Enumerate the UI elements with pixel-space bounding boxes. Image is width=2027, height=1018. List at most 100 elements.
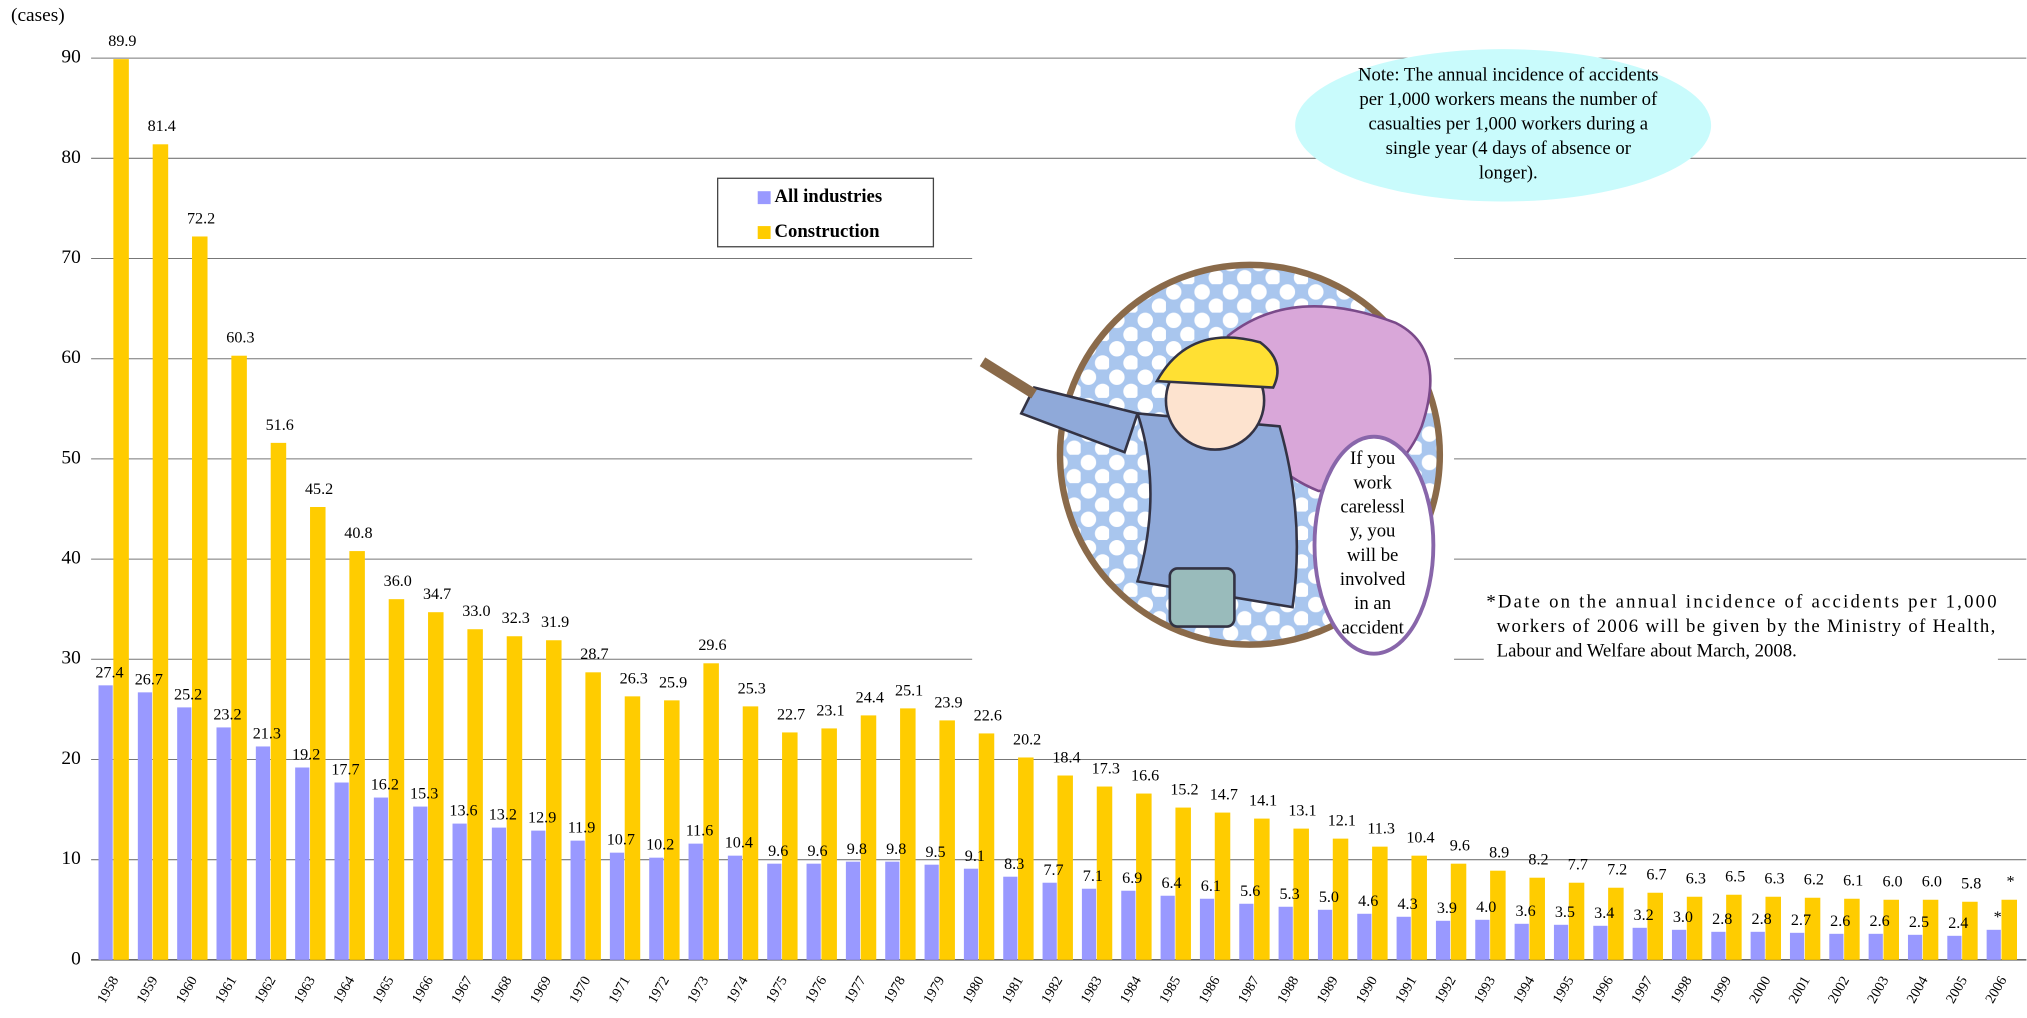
data-label: 14.7 <box>1210 786 1238 803</box>
x-tick-label: 1996 <box>1589 974 1617 1007</box>
data-label: 8.9 <box>1489 845 1509 862</box>
data-label: 19.2 <box>292 747 320 764</box>
x-tick-label: 1991 <box>1392 974 1420 1007</box>
data-label: 8.2 <box>1528 852 1548 869</box>
data-label: 3.9 <box>1437 900 1457 917</box>
bar <box>1357 913 1372 960</box>
data-label: 25.9 <box>659 674 687 691</box>
bar <box>1042 882 1057 960</box>
bar <box>192 236 208 960</box>
bar <box>1214 812 1231 960</box>
x-tick-label: 2003 <box>1864 974 1892 1007</box>
data-label: 6.4 <box>1161 875 1181 892</box>
bar <box>1789 932 1805 960</box>
x-tick-label: 1979 <box>920 974 948 1007</box>
data-label: 5.0 <box>1319 889 1339 906</box>
data-label: 25.1 <box>895 682 923 699</box>
data-label: 10.7 <box>607 832 635 849</box>
data-label: 81.4 <box>148 118 176 135</box>
bar <box>177 707 192 960</box>
data-label: 26.7 <box>135 671 163 688</box>
bar <box>1018 757 1034 960</box>
data-label: 2.8 <box>1712 911 1732 928</box>
bar <box>1647 892 1663 960</box>
bar <box>2001 899 2017 960</box>
bar <box>1003 876 1018 960</box>
bar <box>1907 934 1923 960</box>
data-label: 6.0 <box>1882 874 1902 891</box>
bar <box>531 830 546 960</box>
data-label: 23.9 <box>934 694 962 711</box>
data-label: 15.2 <box>1170 781 1198 798</box>
bar <box>1057 775 1073 960</box>
data-label: 9.5 <box>925 844 945 861</box>
data-label: 14.1 <box>1249 793 1277 810</box>
x-tick-label: 1973 <box>684 974 712 1007</box>
bar <box>467 629 483 960</box>
data-label: 6.7 <box>1646 867 1666 884</box>
bar <box>978 733 995 960</box>
data-label: 13.6 <box>449 803 477 820</box>
legend-label: Construction <box>775 221 881 242</box>
speech-text: carelessl <box>1340 497 1404 518</box>
data-label: 23.2 <box>213 706 241 723</box>
data-label: 2.8 <box>1752 911 1772 928</box>
bar <box>924 864 939 960</box>
x-tick-label: 2004 <box>1904 974 1932 1007</box>
x-tick-label: 2006 <box>1982 974 2010 1007</box>
data-label: 7.1 <box>1083 868 1103 885</box>
data-label: 2.6 <box>1830 913 1850 930</box>
bar <box>624 696 641 960</box>
y-tick-label: 40 <box>61 548 80 569</box>
note-text: longer). <box>1479 163 1538 184</box>
x-tick-label: 1972 <box>645 974 673 1007</box>
bar <box>1199 898 1215 960</box>
bar <box>1711 931 1726 960</box>
x-tick-label: 2000 <box>1746 974 1774 1007</box>
bar <box>506 636 523 960</box>
data-label: 9.1 <box>965 848 985 865</box>
bar <box>570 840 585 960</box>
data-label: 16.6 <box>1131 767 1159 784</box>
speech-text: will be <box>1347 545 1398 566</box>
data-label: * <box>2007 874 2015 891</box>
bar <box>821 728 837 960</box>
bar <box>1553 924 1569 960</box>
bar <box>1671 929 1687 960</box>
data-label: 3.4 <box>1594 905 1614 922</box>
bar <box>452 823 467 960</box>
data-label: 20.2 <box>1013 731 1041 748</box>
note-text: casualties per 1,000 workers during a <box>1368 114 1648 135</box>
bar <box>295 767 310 960</box>
data-label: 3.2 <box>1634 907 1654 924</box>
y-unit-label: (cases) <box>11 5 65 26</box>
data-label: 72.2 <box>187 210 215 227</box>
data-label: 18.4 <box>1052 749 1080 766</box>
x-tick-label: 1982 <box>1038 974 1066 1007</box>
x-tick-label: 1977 <box>842 974 870 1007</box>
data-label: 32.3 <box>502 610 530 627</box>
x-tick-label: 1960 <box>173 974 201 1007</box>
data-label: 33.0 <box>462 603 490 620</box>
data-label: 4.6 <box>1358 893 1378 910</box>
bar <box>98 685 113 960</box>
data-label: 24.4 <box>856 689 884 706</box>
x-tick-label: 1978 <box>881 974 909 1007</box>
bar <box>152 144 169 960</box>
bar <box>1175 807 1191 960</box>
data-label: 34.7 <box>423 586 451 603</box>
note-text: per 1,000 workers means the number of <box>1359 89 1658 110</box>
data-label: 2.4 <box>1948 915 1968 932</box>
data-label: 21.3 <box>253 726 281 743</box>
data-label: 17.7 <box>331 762 359 779</box>
y-tick-label: 0 <box>71 948 81 969</box>
speech-text: work <box>1353 472 1392 493</box>
bar <box>782 732 798 960</box>
data-label: 23.1 <box>816 702 844 719</box>
y-tick-label: 90 <box>61 47 80 68</box>
data-label: 15.3 <box>410 786 438 803</box>
x-tick-label: 1997 <box>1628 974 1656 1007</box>
x-tick-label: 1992 <box>1432 974 1460 1007</box>
y-tick-label: 80 <box>61 147 80 168</box>
bar <box>1804 897 1821 960</box>
